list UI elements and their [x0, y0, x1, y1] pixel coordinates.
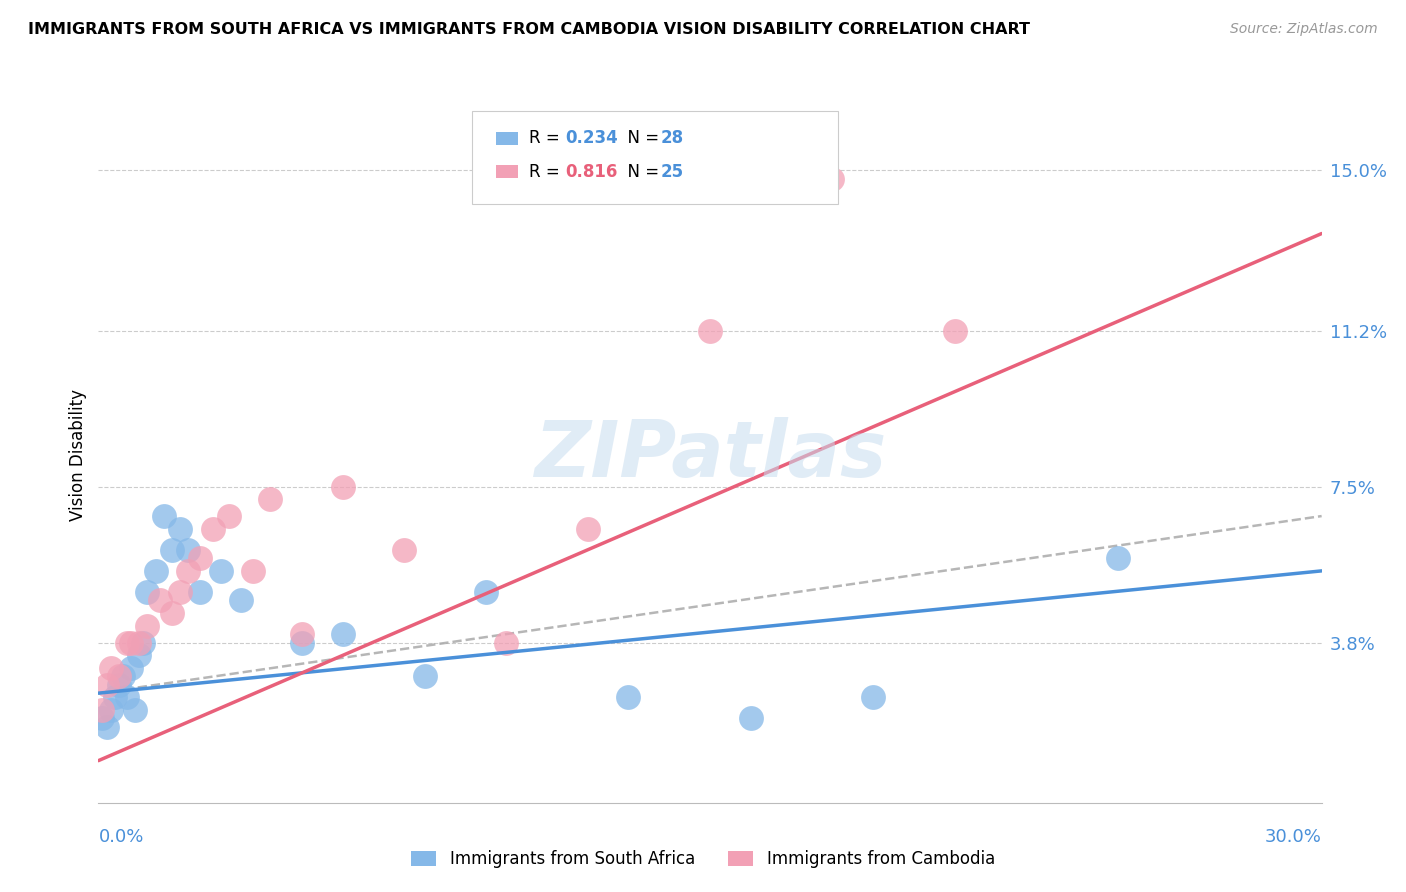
FancyBboxPatch shape	[496, 132, 517, 145]
Point	[169, 522, 191, 536]
Text: 0.816: 0.816	[565, 162, 619, 181]
Point	[259, 492, 281, 507]
Point	[128, 648, 150, 663]
Point	[231, 593, 253, 607]
Point	[943, 324, 966, 338]
Legend: Immigrants from South Africa, Immigrants from Cambodia: Immigrants from South Africa, Immigrants…	[405, 844, 1001, 875]
FancyBboxPatch shape	[471, 111, 838, 204]
Point	[177, 564, 200, 578]
Point	[108, 669, 131, 683]
Text: 28: 28	[661, 129, 685, 147]
Point	[169, 585, 191, 599]
Point	[332, 479, 354, 493]
Point	[821, 171, 844, 186]
Point	[111, 669, 134, 683]
Point	[152, 509, 174, 524]
Point	[108, 678, 131, 692]
Point	[188, 551, 212, 566]
Text: 25: 25	[661, 162, 685, 181]
Point	[136, 585, 159, 599]
Y-axis label: Vision Disability: Vision Disability	[69, 389, 87, 521]
Point	[188, 585, 212, 599]
Point	[218, 509, 240, 524]
Point	[104, 690, 127, 705]
Point	[201, 522, 224, 536]
Text: 0.0%: 0.0%	[98, 828, 143, 846]
Text: R =: R =	[529, 129, 565, 147]
Point	[124, 703, 146, 717]
Point	[740, 711, 762, 725]
Point	[145, 564, 167, 578]
Text: R =: R =	[529, 162, 565, 181]
Point	[1107, 551, 1129, 566]
Point	[128, 635, 150, 649]
Point	[242, 564, 264, 578]
Point	[149, 593, 172, 607]
Point	[862, 690, 884, 705]
Point	[132, 635, 155, 649]
Text: ZIPatlas: ZIPatlas	[534, 417, 886, 493]
Point	[474, 585, 498, 599]
Text: N =: N =	[617, 129, 665, 147]
Point	[332, 627, 354, 641]
Point	[120, 635, 142, 649]
Text: N =: N =	[617, 162, 665, 181]
Point	[291, 635, 314, 649]
Point	[160, 542, 183, 557]
Text: Source: ZipAtlas.com: Source: ZipAtlas.com	[1230, 22, 1378, 37]
Point	[291, 627, 314, 641]
Point	[100, 661, 122, 675]
Text: 0.234: 0.234	[565, 129, 619, 147]
Point	[576, 522, 599, 536]
Point	[100, 703, 122, 717]
Point	[617, 690, 640, 705]
Point	[115, 690, 138, 705]
Point	[699, 324, 721, 338]
Point	[160, 606, 183, 620]
Point	[120, 661, 142, 675]
Point	[115, 635, 138, 649]
Point	[392, 542, 416, 557]
Text: IMMIGRANTS FROM SOUTH AFRICA VS IMMIGRANTS FROM CAMBODIA VISION DISABILITY CORRE: IMMIGRANTS FROM SOUTH AFRICA VS IMMIGRAN…	[28, 22, 1031, 37]
Point	[96, 720, 118, 734]
FancyBboxPatch shape	[496, 166, 517, 178]
Point	[209, 564, 232, 578]
Point	[495, 635, 517, 649]
Point	[413, 669, 436, 683]
Point	[136, 618, 159, 632]
Text: 30.0%: 30.0%	[1265, 828, 1322, 846]
Point	[96, 678, 118, 692]
Point	[91, 711, 114, 725]
Point	[177, 542, 200, 557]
Point	[91, 703, 114, 717]
